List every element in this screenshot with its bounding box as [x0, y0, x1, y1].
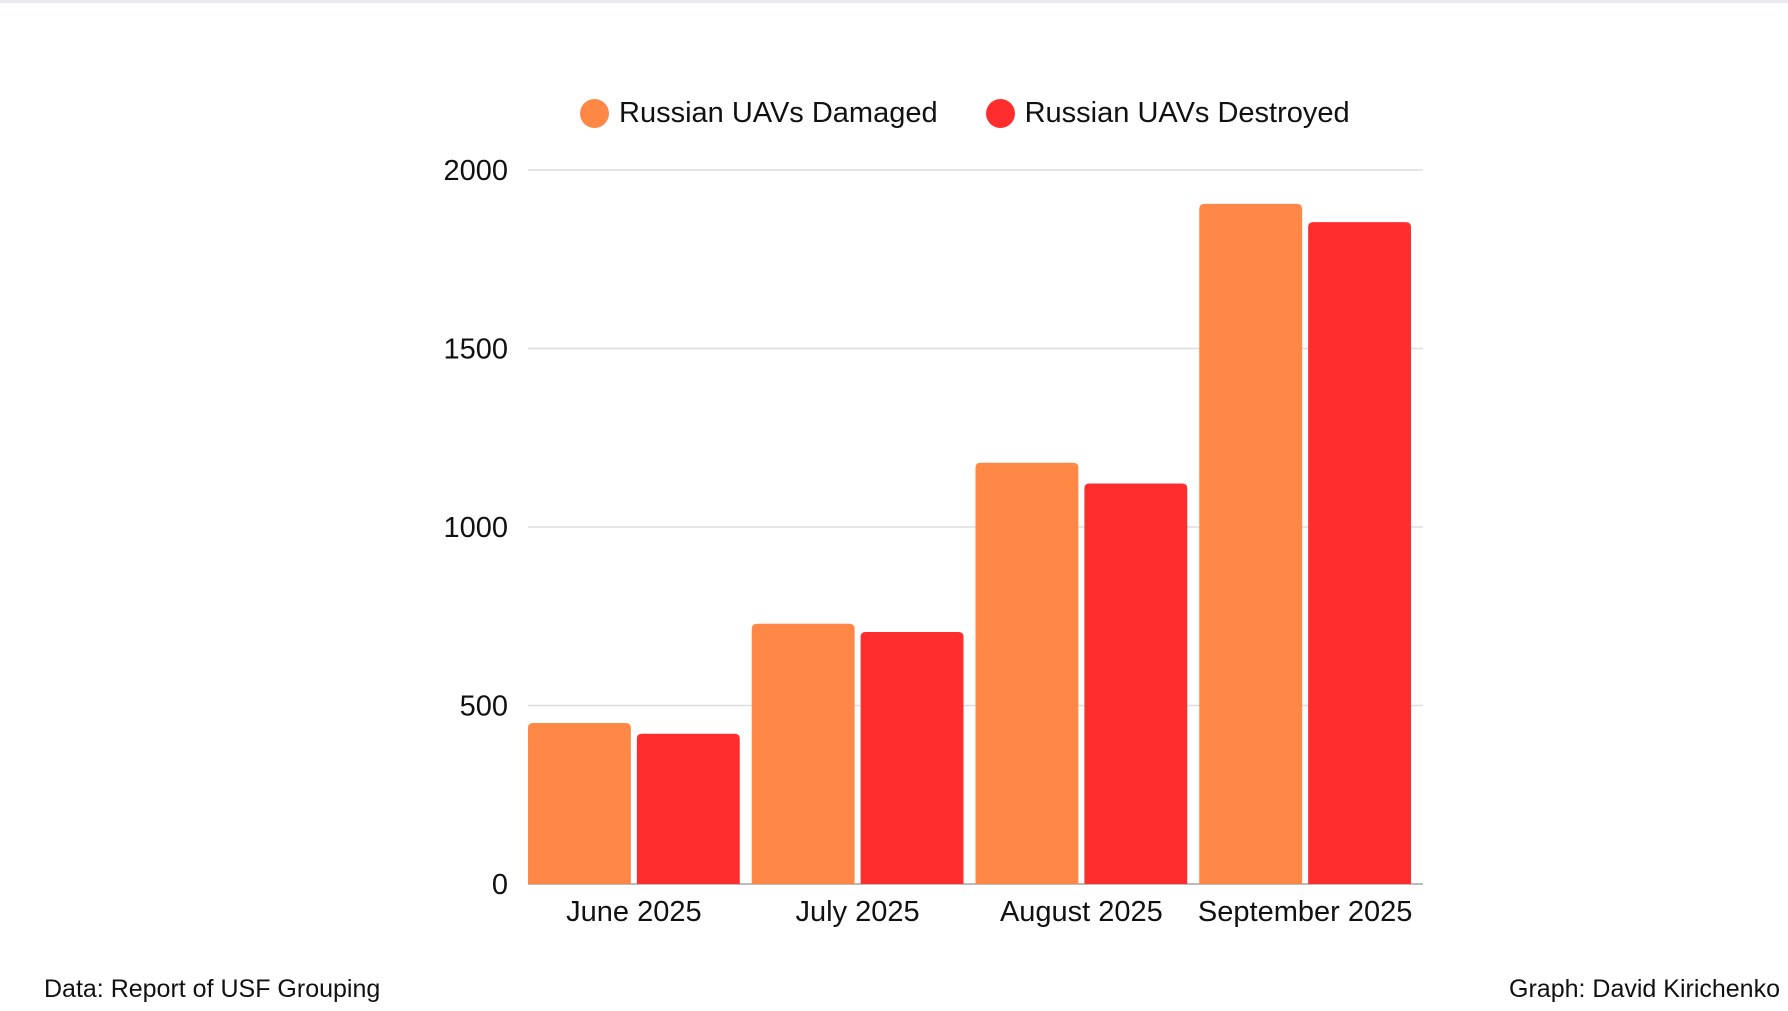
x-tick-label: July 2025: [796, 896, 920, 928]
bar-destroyed: [1084, 483, 1188, 884]
legend-swatch-destroyed: [985, 99, 1015, 128]
legend-label-damaged: Russian UAVs Damaged: [619, 97, 938, 129]
legend-item-destroyed: Russian UAVs Destroyed: [985, 97, 1350, 130]
source-note: Data: Report of USF Grouping: [44, 975, 381, 1003]
bar-damaged: [528, 722, 631, 884]
bar-damaged: [1199, 203, 1303, 885]
legend-item-damaged: Russian UAVs Damaged: [580, 97, 938, 130]
legend: Russian UAVs Damaged Russian UAVs Destro…: [580, 97, 1350, 130]
bar-destroyed: [860, 631, 964, 884]
y-tick-label: 1500: [443, 334, 508, 366]
bar-damaged: [751, 623, 855, 884]
x-tick-label: September 2025: [1198, 896, 1412, 928]
y-tick-label: 500: [460, 691, 508, 723]
top-border: [0, 0, 1788, 3]
x-tick-label: June 2025: [566, 896, 701, 928]
y-tick-label: 1000: [443, 512, 508, 544]
bar-destroyed: [1308, 222, 1411, 884]
bar-damaged: [975, 462, 1079, 884]
legend-swatch-damaged: [580, 99, 609, 128]
legend-label-destroyed: Russian UAVs Destroyed: [1024, 97, 1350, 129]
x-tick-label: August 2025: [1000, 896, 1163, 928]
credit-note: Graph: David Kirichenko: [1509, 975, 1780, 1003]
bar-destroyed: [636, 733, 740, 884]
y-tick-label: 2000: [443, 155, 508, 187]
y-tick-label: 0: [492, 869, 508, 901]
